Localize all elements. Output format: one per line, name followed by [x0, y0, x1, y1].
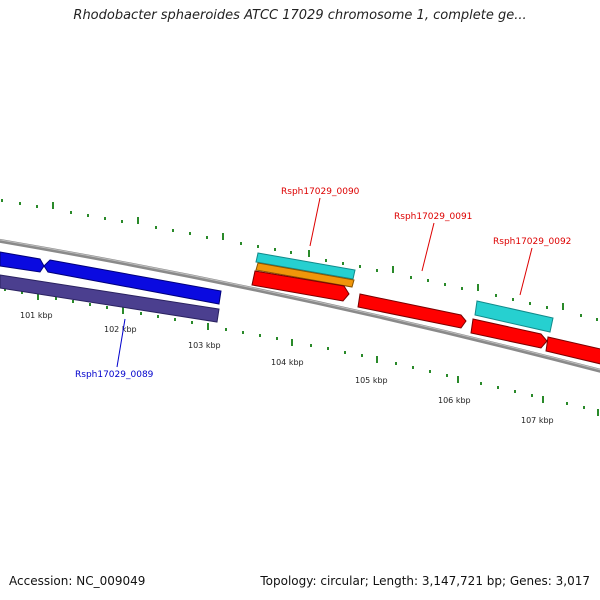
callout-line-0092: [519, 247, 533, 296]
gene-labels: Rsph17029_0090 Rsph17029_0091 Rsph17029_…: [75, 187, 571, 380]
cds-red-track: [251, 270, 600, 365]
tick-label: 107 kbp: [521, 416, 554, 425]
gene-label-0091[interactable]: Rsph17029_0091: [394, 212, 472, 222]
tick-label: 105 kbp: [355, 376, 388, 385]
gene-label-0090[interactable]: Rsph17029_0090: [281, 187, 360, 197]
gene-label-0089[interactable]: Rsph17029_0089: [75, 370, 154, 380]
cds-feature-0091[interactable]: [357, 293, 467, 329]
lower-dot-ring: [4, 288, 599, 416]
cds-feature-blue-0089[interactable]: [43, 259, 222, 305]
map-title: Rhodobacter sphaeroides ATCC 17029 chrom…: [73, 8, 527, 23]
tick-label: 102 kbp: [104, 325, 137, 334]
tick-label: 103 kbp: [188, 341, 221, 350]
tick-label: 106 kbp: [438, 396, 471, 405]
tick-label: 104 kbp: [271, 358, 304, 367]
rrna-feature-0092[interactable]: [474, 300, 554, 333]
cds-blue-track: [0, 251, 222, 305]
gene-feature-0089[interactable]: [0, 274, 220, 323]
rrna-feature-0090[interactable]: [255, 252, 356, 280]
genome-summary-text: Topology: circular; Length: 3,147,721 bp…: [260, 574, 590, 588]
callout-line-0091: [421, 222, 435, 272]
callout-line-0089: [116, 318, 126, 368]
upper-dot-ring: [1, 199, 598, 321]
cds-feature-next[interactable]: [545, 336, 600, 365]
cds-feature-blue-left[interactable]: [0, 251, 45, 273]
orange-feature-0090[interactable]: [255, 262, 355, 288]
chromosome-backbone: [0, 238, 600, 373]
gene-label-0092[interactable]: Rsph17029_0092: [493, 237, 571, 247]
cds-feature-0092[interactable]: [470, 318, 548, 349]
accession-text: Accession: NC_009049: [9, 574, 146, 588]
cds-feature-0090[interactable]: [251, 270, 350, 302]
gene-track-0089: [0, 274, 220, 323]
upper-features: [255, 252, 554, 333]
callout-line-0090: [309, 197, 321, 247]
tick-label: 101 kbp: [20, 311, 53, 320]
kbp-scale: 101 kbp 102 kbp 103 kbp 104 kbp 105 kbp …: [20, 311, 554, 425]
